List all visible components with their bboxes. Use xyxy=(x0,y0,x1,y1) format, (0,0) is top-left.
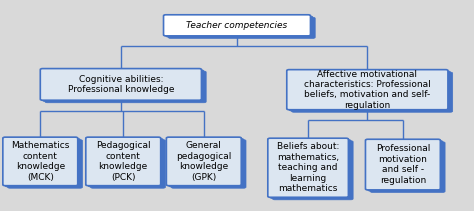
FancyBboxPatch shape xyxy=(88,138,163,187)
Text: Pedagogical
content
knowledge
(PCK): Pedagogical content knowledge (PCK) xyxy=(96,141,151,181)
FancyBboxPatch shape xyxy=(164,15,310,36)
FancyBboxPatch shape xyxy=(292,72,453,112)
FancyBboxPatch shape xyxy=(91,140,165,188)
FancyBboxPatch shape xyxy=(43,70,204,101)
FancyBboxPatch shape xyxy=(45,71,206,103)
Text: Mathematics
content
knowledge
(MCK): Mathematics content knowledge (MCK) xyxy=(11,141,70,181)
FancyBboxPatch shape xyxy=(365,139,440,190)
FancyBboxPatch shape xyxy=(169,138,244,187)
FancyBboxPatch shape xyxy=(270,139,351,199)
FancyBboxPatch shape xyxy=(5,138,80,187)
FancyBboxPatch shape xyxy=(287,70,448,110)
FancyBboxPatch shape xyxy=(40,69,201,100)
FancyBboxPatch shape xyxy=(166,16,313,37)
FancyBboxPatch shape xyxy=(171,140,246,188)
FancyBboxPatch shape xyxy=(3,137,78,186)
FancyBboxPatch shape xyxy=(368,141,443,191)
FancyBboxPatch shape xyxy=(86,137,161,186)
Text: General
pedagogical
knowledge
(GPK): General pedagogical knowledge (GPK) xyxy=(176,141,231,181)
Text: Affective motivational
characteristics: Professional
beliefs, motivation and sel: Affective motivational characteristics: … xyxy=(304,70,431,110)
FancyBboxPatch shape xyxy=(289,71,450,111)
Text: Teacher competencies: Teacher competencies xyxy=(186,21,288,30)
Text: Cognitive abilities:
Professional knowledge: Cognitive abilities: Professional knowle… xyxy=(68,75,174,94)
FancyBboxPatch shape xyxy=(273,141,353,200)
Text: Beliefs about:
mathematics,
teaching and
learning
mathematics: Beliefs about: mathematics, teaching and… xyxy=(277,142,339,193)
FancyBboxPatch shape xyxy=(8,140,82,188)
FancyBboxPatch shape xyxy=(370,142,445,192)
FancyBboxPatch shape xyxy=(268,138,348,197)
FancyBboxPatch shape xyxy=(166,137,241,186)
Text: Professional
motivation
and self -
regulation: Professional motivation and self - regul… xyxy=(376,145,430,185)
FancyBboxPatch shape xyxy=(168,17,315,38)
